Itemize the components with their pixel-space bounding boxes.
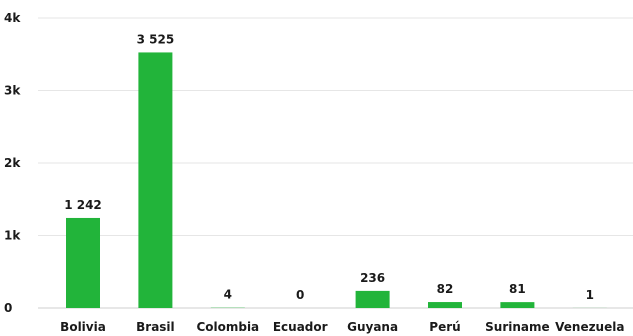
data-label: 0 [296, 288, 304, 302]
data-label: 236 [360, 271, 385, 285]
bar [138, 52, 173, 308]
y-tick-label: 0 [4, 301, 12, 315]
y-tick-label: 4k [4, 11, 21, 25]
data-label: 4 [224, 288, 232, 302]
y-tick-label: 2k [4, 156, 21, 170]
data-labels: 1 242 3 525 4 0 236 82 81 1 [64, 32, 594, 302]
data-label: 1 242 [64, 198, 102, 212]
x-tick-label: Brasil [136, 320, 175, 334]
x-tick-label: Colombia [196, 320, 259, 334]
bar [66, 217, 100, 308]
y-axis-ticks: 0 1k 2k 3k 4k [4, 11, 21, 315]
data-label: 82 [437, 282, 454, 296]
x-axis-ticks: Bolivia Brasil Colombia Ecuador Guyana Perú Su… [60, 320, 624, 334]
data-label: 3 525 [137, 32, 175, 46]
x-tick-label: Perú [429, 320, 460, 334]
x-tick-label: Suriname [485, 320, 550, 334]
bar [355, 290, 390, 308]
gridlines [38, 17, 633, 309]
data-label: 1 [586, 288, 594, 302]
x-tick-label: Venezuela [555, 320, 624, 334]
x-tick-label: Guyana [347, 320, 398, 334]
y-tick-label: 3k [4, 84, 21, 98]
x-tick-label: Bolivia [60, 320, 106, 334]
x-tick-label: Ecuador [273, 320, 328, 334]
bars [66, 52, 607, 308]
y-tick-label: 1k [4, 229, 21, 243]
data-label: 81 [509, 282, 526, 296]
bar [500, 302, 535, 308]
bar [428, 302, 462, 308]
